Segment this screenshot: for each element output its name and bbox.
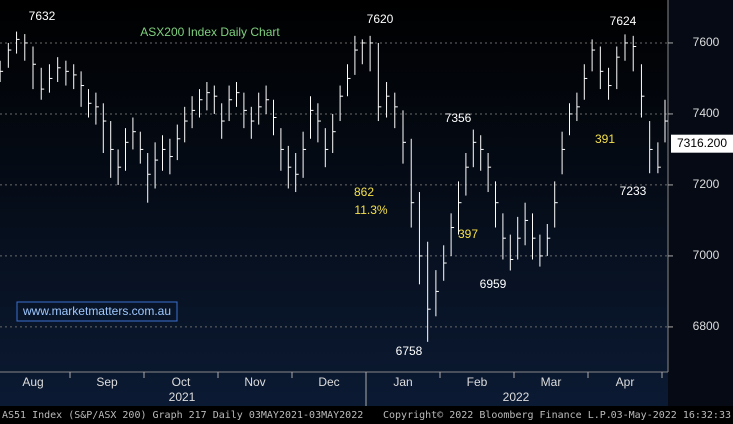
- footer-right: 03-May-2022 16:32:33: [611, 410, 731, 421]
- x-tick-label: Mar: [541, 375, 562, 389]
- background: [0, 0, 733, 406]
- x-tick-label: Oct: [172, 375, 191, 389]
- x-tick-label: Dec: [318, 375, 339, 389]
- y-tick-label: 6800: [693, 319, 720, 333]
- year-label: 2022: [503, 390, 530, 404]
- y-tick-label: 7600: [693, 35, 720, 49]
- y-tick-label: 7000: [693, 248, 720, 262]
- x-tick-label: Aug: [22, 375, 43, 389]
- annotation: 391: [595, 132, 615, 146]
- last-price-box: [671, 134, 733, 153]
- annotation: 6758: [396, 344, 423, 358]
- axis-panel: [668, 0, 733, 406]
- annotation: 7233: [620, 184, 647, 198]
- x-tick-label: Feb: [467, 375, 488, 389]
- annotation: 7624: [610, 14, 637, 28]
- footer-left: AS51 Index (S&P/ASX 200) Graph 217 Daily…: [2, 410, 363, 421]
- annotation: 862: [354, 185, 374, 199]
- year-label: 2021: [169, 390, 196, 404]
- x-tick-label: Jan: [393, 375, 412, 389]
- annotation: 397: [458, 227, 478, 241]
- x-tick-label: Nov: [244, 375, 265, 389]
- annotation: 6959: [480, 277, 507, 291]
- last-price: 7316.200: [677, 136, 727, 150]
- annotation: 11.3%: [354, 203, 387, 217]
- x-tick-label: Sep: [96, 375, 118, 389]
- footer-center: Copyright© 2022 Bloomberg Finance L.P.: [383, 410, 612, 421]
- website: www.marketmatters.com.au: [22, 304, 171, 318]
- annotation: 7632: [29, 9, 56, 23]
- footer: [0, 406, 733, 424]
- x-tick-label: Apr: [616, 375, 635, 389]
- y-tick-label: 7400: [693, 106, 720, 120]
- annotation: 7620: [367, 12, 394, 26]
- website-box: [16, 301, 178, 322]
- annotation: 7356: [445, 111, 472, 125]
- y-tick-label: 7200: [693, 177, 720, 191]
- chart-title: ASX200 Index Daily Chart: [140, 25, 280, 39]
